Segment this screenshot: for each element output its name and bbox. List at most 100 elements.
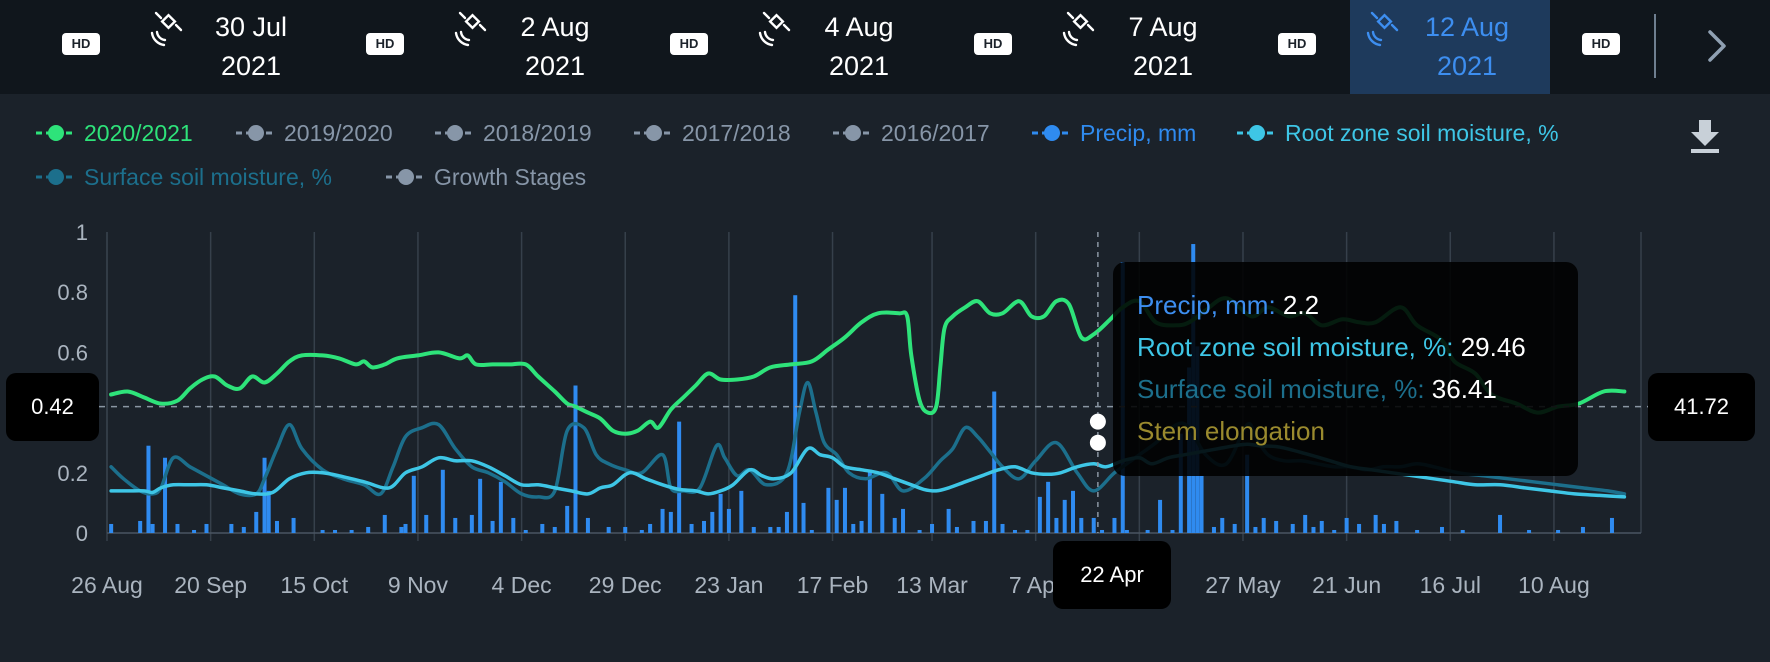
precip-bar	[204, 523, 209, 533]
x-tick-label: 27 May	[1205, 572, 1281, 598]
legend-label: 2018/2019	[483, 120, 592, 146]
timeline-date-item[interactable]: 4 Aug 2021	[742, 0, 942, 94]
x-tick-label: 15 Oct	[280, 572, 348, 598]
precip-bar	[677, 421, 682, 533]
precip-bar	[917, 529, 922, 533]
precip-bar	[1498, 514, 1503, 533]
hd-badge[interactable]: HD	[1278, 33, 1316, 55]
precip-bar	[1319, 520, 1324, 533]
precip-bar	[469, 514, 474, 533]
tooltip-row-surface-moisture: Surface soil moisture, %: 36.41	[1137, 374, 1497, 405]
legend-marker-icon	[634, 125, 674, 141]
legend-marker-icon	[36, 125, 76, 141]
precip-bar	[320, 529, 325, 533]
legend-label: Growth Stages	[434, 164, 587, 190]
timeline-date-year: 2021	[1132, 51, 1194, 81]
timeline-date-item[interactable]: 2 Aug 2021	[438, 0, 638, 94]
precip-bar	[880, 493, 885, 533]
legend-marker-icon	[435, 125, 475, 141]
precip-bar	[606, 526, 611, 533]
legend-label: 2019/2020	[284, 120, 393, 146]
y-tick-label: 1	[76, 220, 88, 245]
precip-bar	[660, 508, 665, 533]
timeline-date-day: 7 Aug	[1128, 12, 1198, 42]
precip-bar	[623, 526, 628, 533]
precip-bar	[399, 526, 404, 533]
precip-bar	[954, 526, 959, 533]
precip-bar	[930, 523, 935, 533]
download-icon[interactable]	[1688, 118, 1722, 154]
precip-bar	[1145, 529, 1150, 533]
crosshair-left-value: 0.42	[6, 373, 99, 441]
precip-bar	[266, 490, 271, 533]
precip-bar	[1609, 517, 1614, 533]
x-tick-label: 26 Aug	[71, 572, 143, 598]
precip-bar	[453, 517, 458, 533]
legend-marker-icon	[1032, 125, 1072, 141]
timeline-date-day: 4 Aug	[824, 12, 894, 42]
timeline-date-item[interactable]: 30 Jul 2021	[134, 0, 334, 94]
precip-bar	[573, 385, 578, 533]
precip-bar	[901, 508, 906, 533]
timeline-date-day: 30 Jul	[214, 12, 288, 42]
timeline-date-year: 2021	[220, 51, 282, 81]
precip-bar	[1220, 517, 1225, 533]
precip-bar	[403, 523, 408, 533]
precip-bar	[751, 526, 756, 533]
hd-badge[interactable]: HD	[670, 33, 708, 55]
timeline-date-day: 12 Aug	[1424, 12, 1510, 42]
hd-badge[interactable]: HD	[974, 33, 1012, 55]
legend-label: Root zone soil moisture, %	[1285, 120, 1559, 146]
precip-bar	[1460, 529, 1465, 533]
crosshair-right-value: 41.72	[1648, 373, 1755, 441]
hd-badge[interactable]: HD	[1582, 33, 1620, 55]
x-tick-label: 9 Nov	[388, 572, 449, 598]
divider	[1654, 14, 1656, 78]
precip-bar	[146, 445, 151, 533]
precip-bar	[163, 457, 168, 533]
precip-bar	[1344, 517, 1349, 533]
precip-bar	[710, 511, 715, 533]
timeline-date-item[interactable]: 7 Aug 2021	[1046, 0, 1246, 94]
precip-bar	[511, 517, 516, 533]
precip-bar	[702, 520, 707, 533]
precip-bar	[1012, 529, 1017, 533]
tooltip-row-precip: Precip, mm: 2.2	[1137, 290, 1319, 321]
precip-bar	[498, 481, 503, 533]
precip-bar	[1124, 529, 1129, 533]
x-tick-label: 13 Mar	[896, 572, 968, 598]
hd-badge[interactable]: HD	[366, 33, 404, 55]
x-tick-label: 29 Dec	[589, 572, 662, 598]
precip-bar	[254, 511, 259, 533]
precip-bar	[776, 526, 781, 533]
tooltip-precip-label: Precip, mm:	[1137, 290, 1283, 320]
x-tick-label: 4 Dec	[492, 572, 552, 598]
tooltip-precip-value: 2.2	[1282, 290, 1320, 320]
precip-bar	[768, 526, 773, 533]
precip-bar	[1556, 529, 1561, 533]
precip-bar	[382, 514, 387, 533]
timeline-date-year: 2021	[828, 51, 890, 81]
precip-bar	[784, 511, 789, 533]
chevron-right-icon[interactable]	[1700, 24, 1734, 68]
precip-bar	[826, 487, 831, 533]
tooltip-root-label: Root zone soil moisture, %:	[1137, 332, 1461, 362]
precip-bar	[809, 529, 814, 533]
precip-bar	[1079, 517, 1084, 533]
precip-bar	[349, 529, 354, 533]
precip-bar	[1158, 499, 1163, 533]
y-tick-label: 0.2	[57, 461, 88, 486]
precip-bar	[892, 517, 897, 533]
precip-bar	[490, 520, 495, 533]
precip-bar	[992, 391, 997, 533]
timeline-date-item-selected[interactable]: 12 Aug 2021	[1350, 0, 1550, 94]
satellite-icon	[150, 11, 183, 47]
x-tick-label: 16 Jul	[1420, 572, 1481, 598]
hover-point-marker	[1089, 413, 1106, 430]
hd-badge[interactable]: HD	[62, 33, 100, 55]
precip-bar	[946, 508, 951, 533]
x-tick-label: 20 Sep	[174, 572, 247, 598]
precip-bar	[971, 520, 976, 533]
precip-bar	[333, 529, 338, 533]
precip-bar	[1381, 523, 1386, 533]
